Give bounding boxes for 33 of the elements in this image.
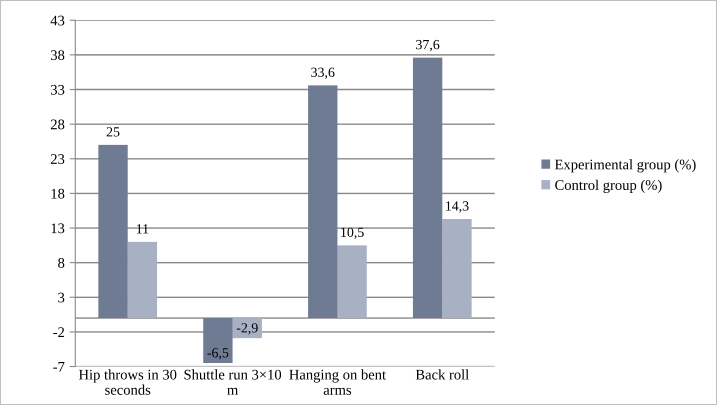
bar (308, 85, 338, 318)
y-tick-label: 38 (50, 50, 64, 60)
y-tick-label: -7 (53, 362, 64, 372)
y-tick-label: 43 (50, 16, 64, 26)
legend-label: Control group (%) (555, 180, 662, 193)
data-label: 10,5 (341, 228, 364, 239)
data-label: 11 (136, 224, 148, 234)
data-label: 25 (106, 127, 120, 137)
data-label: 33,6 (311, 68, 334, 79)
bar (442, 219, 472, 318)
bar (232, 318, 262, 338)
data-label: 14,3 (446, 201, 469, 213)
data-label: -2,9 (236, 323, 258, 335)
data-label: 37,6 (416, 40, 440, 52)
y-tick-label: 3 (58, 292, 64, 302)
y-tick-label: 28 (50, 119, 64, 130)
y-tick-label: 18 (52, 188, 64, 199)
x-tick-label: Hip throws in 30 seconds (78, 369, 176, 395)
y-tick-label: 8 (58, 258, 64, 268)
y-tick-label: -2 (53, 327, 64, 337)
bar (98, 144, 128, 318)
legend-label: Experimental group (%) (554, 159, 696, 172)
y-tick-label: 23 (50, 154, 64, 164)
bar (203, 318, 233, 364)
data-label: -6,5 (207, 348, 228, 360)
x-tick-label: Hanging on bent arms (289, 369, 386, 395)
bar (337, 245, 367, 318)
bar (412, 58, 442, 318)
y-tick-label: 33 (50, 84, 64, 95)
y-tick-label: 13 (52, 223, 64, 234)
x-tick-label: Shuttle run 3×10 m (184, 369, 282, 395)
bar (128, 242, 158, 318)
x-tick-label: Back roll (416, 369, 469, 380)
